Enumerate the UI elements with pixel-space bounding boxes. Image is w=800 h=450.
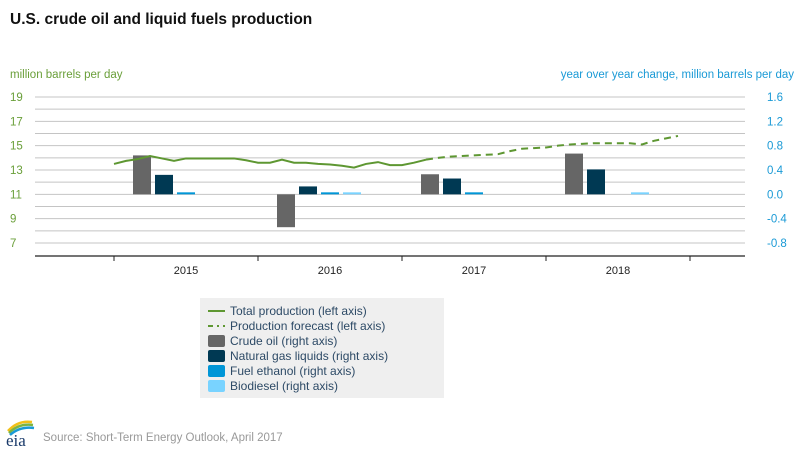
legend-label: Natural gas liquids (right axis) [230, 349, 388, 363]
right-tick-label: 0.4 [767, 165, 784, 177]
bar-natural-gas-liquids [443, 178, 461, 195]
legend-label: Production forecast (left axis) [230, 319, 385, 333]
bar-crude-oil [133, 155, 151, 195]
legend-label: Fuel ethanol (right axis) [230, 364, 355, 378]
right-tick-label: -0.4 [767, 214, 787, 226]
right-tick-label: -0.8 [767, 238, 787, 250]
right-tick-label: 0.8 [767, 141, 783, 153]
bar-fuel-ethanol [177, 192, 195, 195]
bar-crude-oil [421, 174, 439, 195]
legend-swatch [208, 365, 225, 377]
right-axis-label: year over year change, million barrels p… [561, 69, 795, 81]
left-tick-label: 9 [10, 214, 16, 226]
bar-natural-gas-liquids [587, 169, 605, 195]
chart-title: U.S. crude oil and liquid fuels producti… [10, 11, 312, 28]
left-tick-label: 11 [10, 189, 22, 201]
bar-biodiesel [631, 192, 649, 195]
legend-swatch [208, 380, 225, 392]
bar-fuel-ethanol [465, 192, 483, 195]
legend-label: Crude oil (right axis) [230, 334, 337, 348]
eia-logo: eia [6, 420, 35, 450]
left-tick-label: 19 [10, 92, 23, 104]
legend-label: Total production (left axis) [230, 304, 367, 318]
right-tick-label: 1.2 [767, 116, 783, 128]
bar-natural-gas-liquids [155, 174, 173, 195]
x-tick-label: 2016 [318, 265, 342, 277]
left-tick-label: 7 [10, 238, 16, 250]
legend-label: Biodiesel (right axis) [230, 379, 338, 393]
source-note: Source: Short-Term Energy Outlook, April… [43, 432, 283, 444]
svg-text:eia: eia [6, 431, 26, 450]
left-tick-label: 15 [10, 141, 23, 153]
bar-crude-oil [565, 153, 583, 195]
bar-natural-gas-liquids [299, 186, 317, 195]
legend-swatch [208, 335, 225, 347]
x-tick-label: 2017 [462, 265, 486, 277]
left-tick-label: 13 [10, 165, 23, 177]
right-tick-label: 1.6 [767, 92, 783, 104]
bar-biodiesel [343, 192, 361, 195]
legend-swatch [208, 350, 225, 362]
x-tick-label: 2015 [174, 265, 198, 277]
production-line [113, 154, 427, 169]
bar-fuel-ethanol [321, 192, 339, 195]
right-tick-label: 0.0 [767, 189, 783, 201]
left-axis-label: million barrels per day [10, 69, 123, 81]
x-tick-label: 2018 [606, 265, 630, 277]
forecast-line [425, 134, 679, 161]
bar-crude-oil [277, 194, 295, 228]
left-tick-label: 17 [10, 116, 23, 128]
legend-box [200, 298, 444, 398]
